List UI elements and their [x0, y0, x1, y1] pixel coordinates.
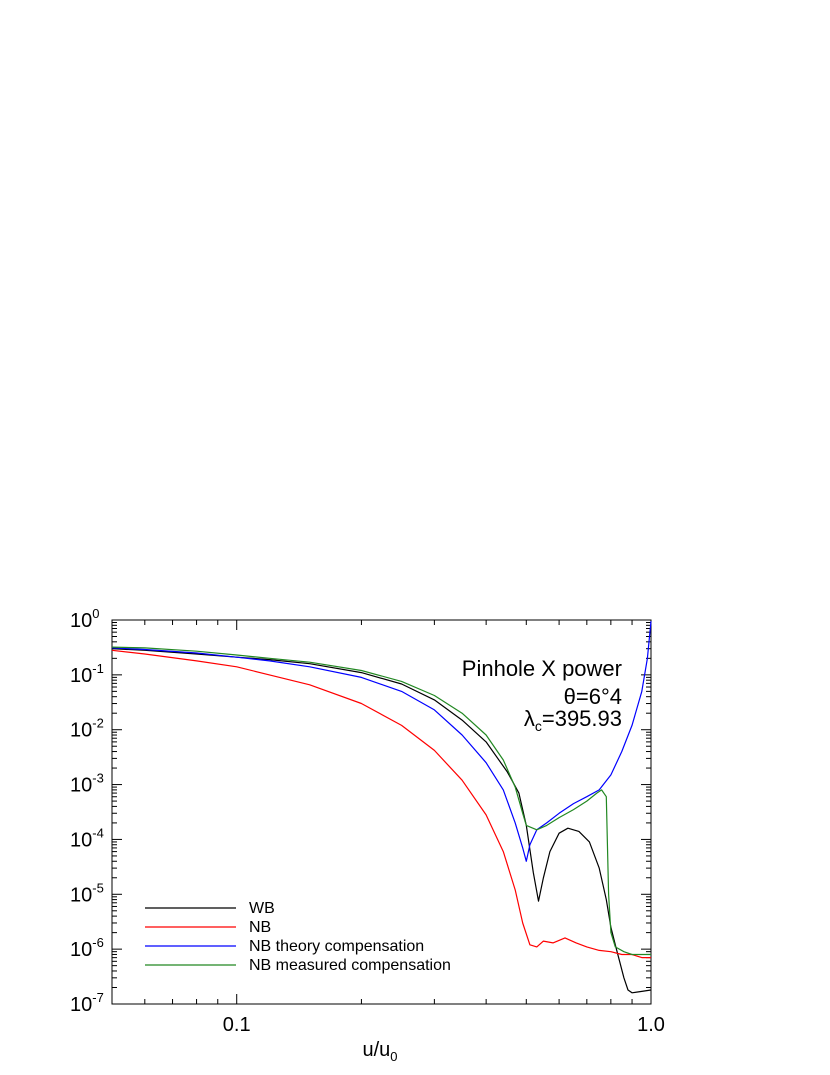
y-tick-label: 10-4 — [70, 825, 104, 851]
y-tick-exponent: -5 — [92, 880, 104, 895]
series-line-2 — [111, 621, 652, 862]
series-line-1 — [111, 649, 651, 959]
y-tick-exponent: -1 — [92, 661, 104, 676]
y-tick-base: 10 — [70, 829, 92, 851]
y-tick-label: 10-1 — [70, 661, 104, 687]
annotation-angle: θ=6°4 — [564, 684, 622, 709]
y-tick-exponent: -4 — [92, 825, 104, 840]
x-axis-label-sub: 0 — [390, 1049, 397, 1064]
legend-label-3: NB measured compensation — [249, 957, 451, 974]
y-tick-base: 10 — [70, 610, 92, 632]
legend-label-0: WB — [249, 900, 275, 917]
legend-label-2: NB theory compensation — [249, 938, 424, 955]
y-tick-base: 10 — [70, 665, 92, 687]
chart-annotation: Pinhole X power θ=6°4 λc=395.93 — [462, 656, 622, 734]
y-tick-base: 10 — [70, 994, 92, 1016]
x-tick-label: 0.1 — [223, 1014, 251, 1036]
y-tick-label: 10-7 — [70, 990, 104, 1016]
annotation-wavelength: λc=395.93 — [524, 706, 622, 734]
y-tick-exponent: -3 — [92, 771, 104, 786]
y-tick-label: 10-6 — [70, 935, 104, 961]
y-tick-label: 10-5 — [70, 880, 104, 906]
y-tick-base: 10 — [70, 720, 92, 742]
legend-label-1: NB — [249, 919, 271, 936]
series-group — [111, 621, 652, 994]
y-tick-exponent: 0 — [92, 606, 99, 621]
y-tick-exponent: -2 — [92, 716, 104, 731]
y-tick-base: 10 — [70, 939, 92, 961]
lambda-symbol: λ — [524, 706, 535, 731]
lambda-subscript: c — [535, 718, 542, 734]
y-tick-base: 10 — [70, 775, 92, 797]
series-line-3 — [111, 646, 651, 956]
lambda-value: =395.93 — [542, 706, 622, 731]
y-tick-base: 10 — [70, 884, 92, 906]
annotation-title: Pinhole X power — [462, 656, 622, 681]
x-axis-label-base: u/u — [362, 1039, 390, 1061]
x-axis-label: u/u0 — [362, 1039, 397, 1064]
y-tick-exponent: -6 — [92, 935, 104, 950]
axis-ticks — [111, 619, 652, 1005]
y-tick-label: 100 — [70, 606, 99, 632]
legend: WB NB NB theory compensation NB measured co… — [145, 900, 451, 974]
y-tick-label: 10-3 — [70, 771, 104, 797]
series-line-0 — [111, 648, 652, 994]
y-tick-label: 10-2 — [70, 716, 104, 742]
x-tick-label: 1.0 — [637, 1014, 665, 1036]
plot-frame — [111, 619, 652, 1005]
y-tick-exponent: -7 — [92, 990, 104, 1005]
